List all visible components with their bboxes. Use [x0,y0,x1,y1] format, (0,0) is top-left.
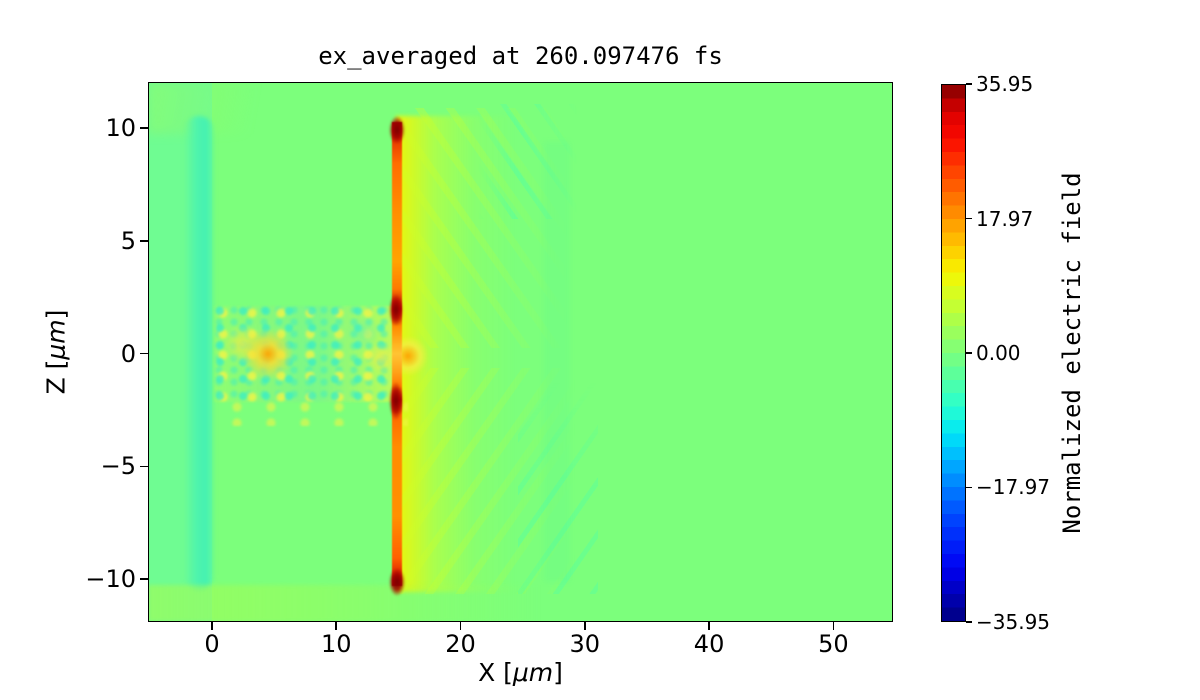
y-tick-mark [140,127,148,129]
x-tick-label: 10 [320,630,352,658]
x-tick-mark [459,622,462,630]
x-tick-mark [832,622,835,630]
field-hotspot-lower [389,382,403,420]
colorbar-tick-label: 17.97 [976,206,1034,231]
y-axis-label-pre: Z [ [41,359,71,395]
x-axis-label-unit: μm [512,658,554,687]
colorbar-tick-label: 0.00 [976,341,1021,365]
colorbar-tick-mark [966,83,972,85]
y-tick-label: −5 [100,452,136,481]
y-tick-label: 5 [120,226,136,255]
chart-title: ex_averaged at 260.097476 fs [318,42,723,70]
field-wake-streaks-top [400,108,590,348]
colorbar-label: Normalized electric field [1058,172,1086,534]
x-tick-label: 50 [818,630,849,658]
y-axis-label: Z [μm] [42,310,71,395]
y-tick-label: 0 [120,339,136,368]
heatmap-plot-area [148,82,893,622]
field-speckle-fringe [228,400,408,426]
field-bottom-wash [148,585,628,622]
field-wake-streaks-bottom [400,368,600,594]
x-axis-label: X [μm] [148,658,893,687]
x-tick-label: 30 [569,630,601,658]
field-plasma-channel-speckle [214,306,400,402]
field-teal-streaks-top [478,104,578,219]
y-tick-mark [140,240,148,242]
y-tick-mark [140,352,148,355]
field-hotspot-top [389,116,405,144]
x-tick-mark [584,622,586,630]
y-tick-label: 10 [105,114,136,143]
field-corner-wash [148,82,298,134]
y-axis-label-post: ] [41,309,71,320]
colorbar-tick-label: −35.95 [976,610,1051,634]
x-tick-label: 40 [693,630,725,658]
field-far-teal-band [544,142,570,582]
y-tick-mark [140,465,148,468]
x-tick-mark [211,622,213,630]
y-tick-label: −10 [85,565,136,594]
x-axis-label-pre: X [ [478,658,513,687]
y-tick-mark [140,578,148,580]
field-hot-sheet [392,122,402,586]
x-tick-label: 0 [204,630,220,658]
field-hotspot-upper [389,294,403,326]
colorbar-tick-mark [966,352,972,354]
field-negative-teal-band [184,116,214,590]
colorbar-tick-mark [966,621,972,623]
colorbar-tick-label: −17.97 [976,475,1051,500]
field-hotspot-bottom [389,568,405,596]
x-tick-label: 20 [445,630,476,658]
x-axis-label-post: ] [553,658,563,687]
x-tick-mark [708,622,710,630]
colorbar-tick-mark [966,217,972,220]
colorbar [941,84,966,622]
field-teal-streaks-bottom [518,382,598,594]
x-tick-mark [335,622,338,630]
colorbar-tick-mark [966,486,972,489]
colorbar-tick-label: 35.95 [976,72,1034,96]
y-axis-label-unit: μm [41,319,71,360]
